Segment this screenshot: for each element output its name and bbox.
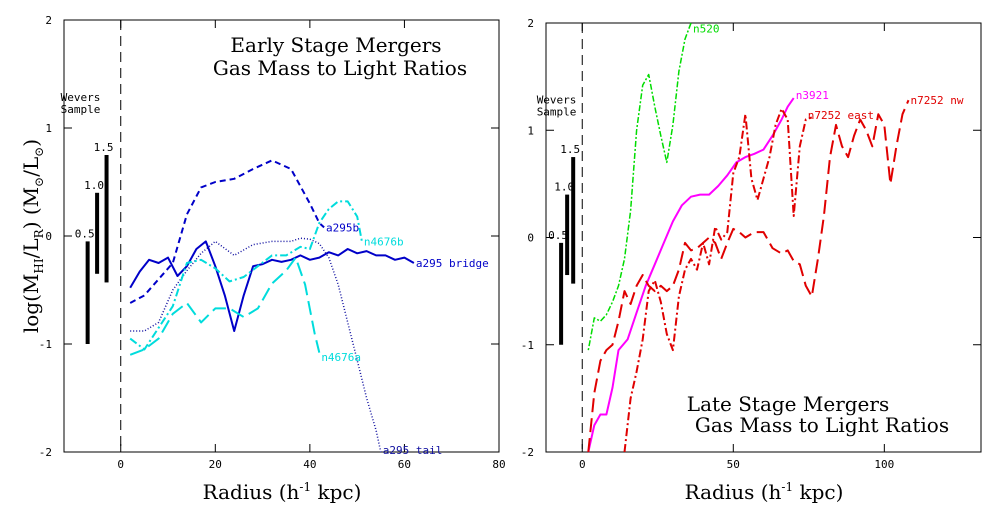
x-tick-label: 0 — [579, 458, 586, 471]
x-tick-label: 40 — [303, 458, 316, 471]
x-tick-label: 0 — [117, 458, 124, 471]
y-tick-label: -2 — [521, 446, 534, 459]
x-tick-label: 50 — [727, 458, 740, 471]
series-label: n3921 — [796, 89, 829, 102]
wevers-bar-label: 0.5 — [548, 229, 568, 242]
wevers-bar-label: 1.5 — [94, 141, 114, 154]
wevers-label: Wevers — [61, 91, 101, 104]
x-axis-label: Radius (h-1 kpc) — [203, 480, 362, 504]
wevers-label: Wevers — [537, 93, 577, 106]
series-line-n7252-nw — [587, 99, 910, 453]
series-label: n4676a — [321, 351, 361, 364]
svg-text:log(MHI/LR) (M⊙/L⊙): log(MHI/LR) (M⊙/L⊙) — [19, 139, 46, 333]
chart-title-line-1: Late Stage Mergers — [687, 392, 889, 416]
series-labels: a295b n4676b a295 bridge n4676a a295 tail — [321, 221, 488, 456]
early-stage-panel: 0 20 40 60 80 -2 -1 0 1 2 a295b n4676b a295 bridge n… — [19, 14, 506, 504]
series-line-n3921 — [587, 97, 795, 453]
wevers-bar — [559, 242, 564, 345]
series-line-n4676b — [129, 200, 363, 351]
y-tick-label: -1 — [521, 339, 534, 352]
y-tick-label: 0 — [527, 232, 534, 245]
y-tick-label: 2 — [45, 14, 52, 27]
wevers-label: Sample — [61, 103, 101, 116]
series-label: a295b — [326, 221, 359, 234]
plot-frame — [63, 19, 500, 453]
wevers-bar — [565, 194, 570, 276]
x-tick-label: 100 — [874, 458, 894, 471]
y-tick-label: -2 — [39, 446, 52, 459]
axis-ticks: 0 50 100 -2 -1 0 1 2 — [521, 17, 981, 471]
x-axis-label: Radius (h-1 kpc) — [685, 480, 844, 504]
series-label: n4676b — [364, 235, 404, 248]
y-tick-label: 0 — [45, 230, 52, 243]
series-label: n7252 nw — [911, 94, 964, 107]
series-label: a295 bridge — [416, 257, 489, 270]
x-tick-label: 80 — [492, 458, 505, 471]
wevers-bar-label: 0.5 — [75, 227, 95, 240]
y-tick-label: 1 — [45, 122, 52, 135]
chart-title-line-2: Gas Mass to Light Ratios — [213, 56, 467, 80]
x-tick-label: 60 — [398, 458, 411, 471]
wevers-bar-label: 1.0 — [554, 181, 574, 194]
series-layer — [587, 22, 910, 453]
wevers-label: Sample — [537, 105, 577, 118]
chart-title-line-1: Early Stage Mergers — [230, 33, 441, 57]
y-axis-label: log(MHI/LR) (M⊙/L⊙) — [19, 139, 46, 333]
x-tick-label: 20 — [209, 458, 222, 471]
series-line-n520 — [587, 22, 692, 351]
plot-frame — [545, 22, 982, 453]
series-label: n7252 east — [808, 109, 874, 122]
wevers-bar — [85, 241, 90, 344]
series-label: a295 tail — [383, 444, 443, 457]
late-stage-panel: 0 50 100 -2 -1 0 1 2 n520 n3921 n7252 east n7252 n… — [521, 17, 982, 504]
series-line-n4676a — [129, 256, 321, 356]
series-line-n7252-east — [623, 107, 813, 453]
y-tick-label: 2 — [527, 17, 534, 30]
series-labels: n520 n3921 n7252 east n7252 nw — [693, 22, 964, 122]
series-line-a295-bridge — [129, 240, 415, 332]
series-label: n520 — [693, 22, 720, 35]
wevers-bar — [571, 157, 576, 284]
wevers-bar-label: 1.5 — [560, 143, 580, 156]
wevers-bar-label: 1.0 — [84, 179, 104, 192]
series-line-a295-tail — [130, 237, 382, 453]
y-tick-label: -1 — [39, 338, 52, 351]
wevers-bar — [95, 192, 100, 274]
series-line-a295b — [129, 159, 325, 304]
chart-title-line-2: Gas Mass to Light Ratios — [695, 413, 949, 437]
y-tick-label: 1 — [527, 124, 534, 137]
axis-ticks: 0 20 40 60 80 -2 -1 0 1 2 — [39, 14, 506, 471]
wevers-bar — [104, 155, 109, 283]
series-layer — [129, 159, 415, 453]
